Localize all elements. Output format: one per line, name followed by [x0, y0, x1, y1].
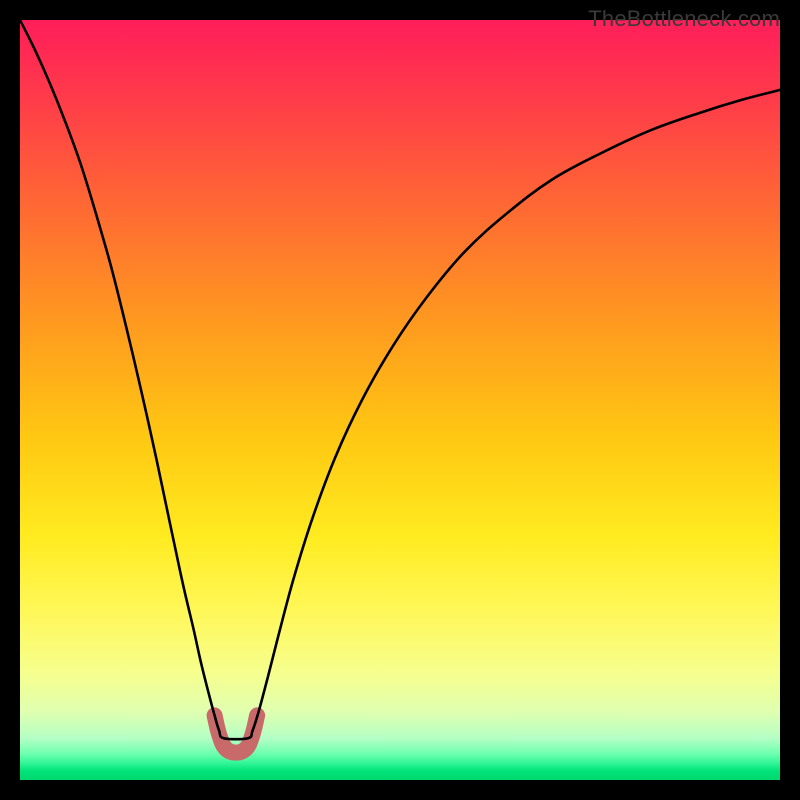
gradient-background	[20, 20, 780, 780]
chart-svg	[0, 0, 800, 800]
bottleneck-chart: TheBottleneck.com	[0, 0, 800, 800]
watermark-text: TheBottleneck.com	[588, 6, 780, 32]
